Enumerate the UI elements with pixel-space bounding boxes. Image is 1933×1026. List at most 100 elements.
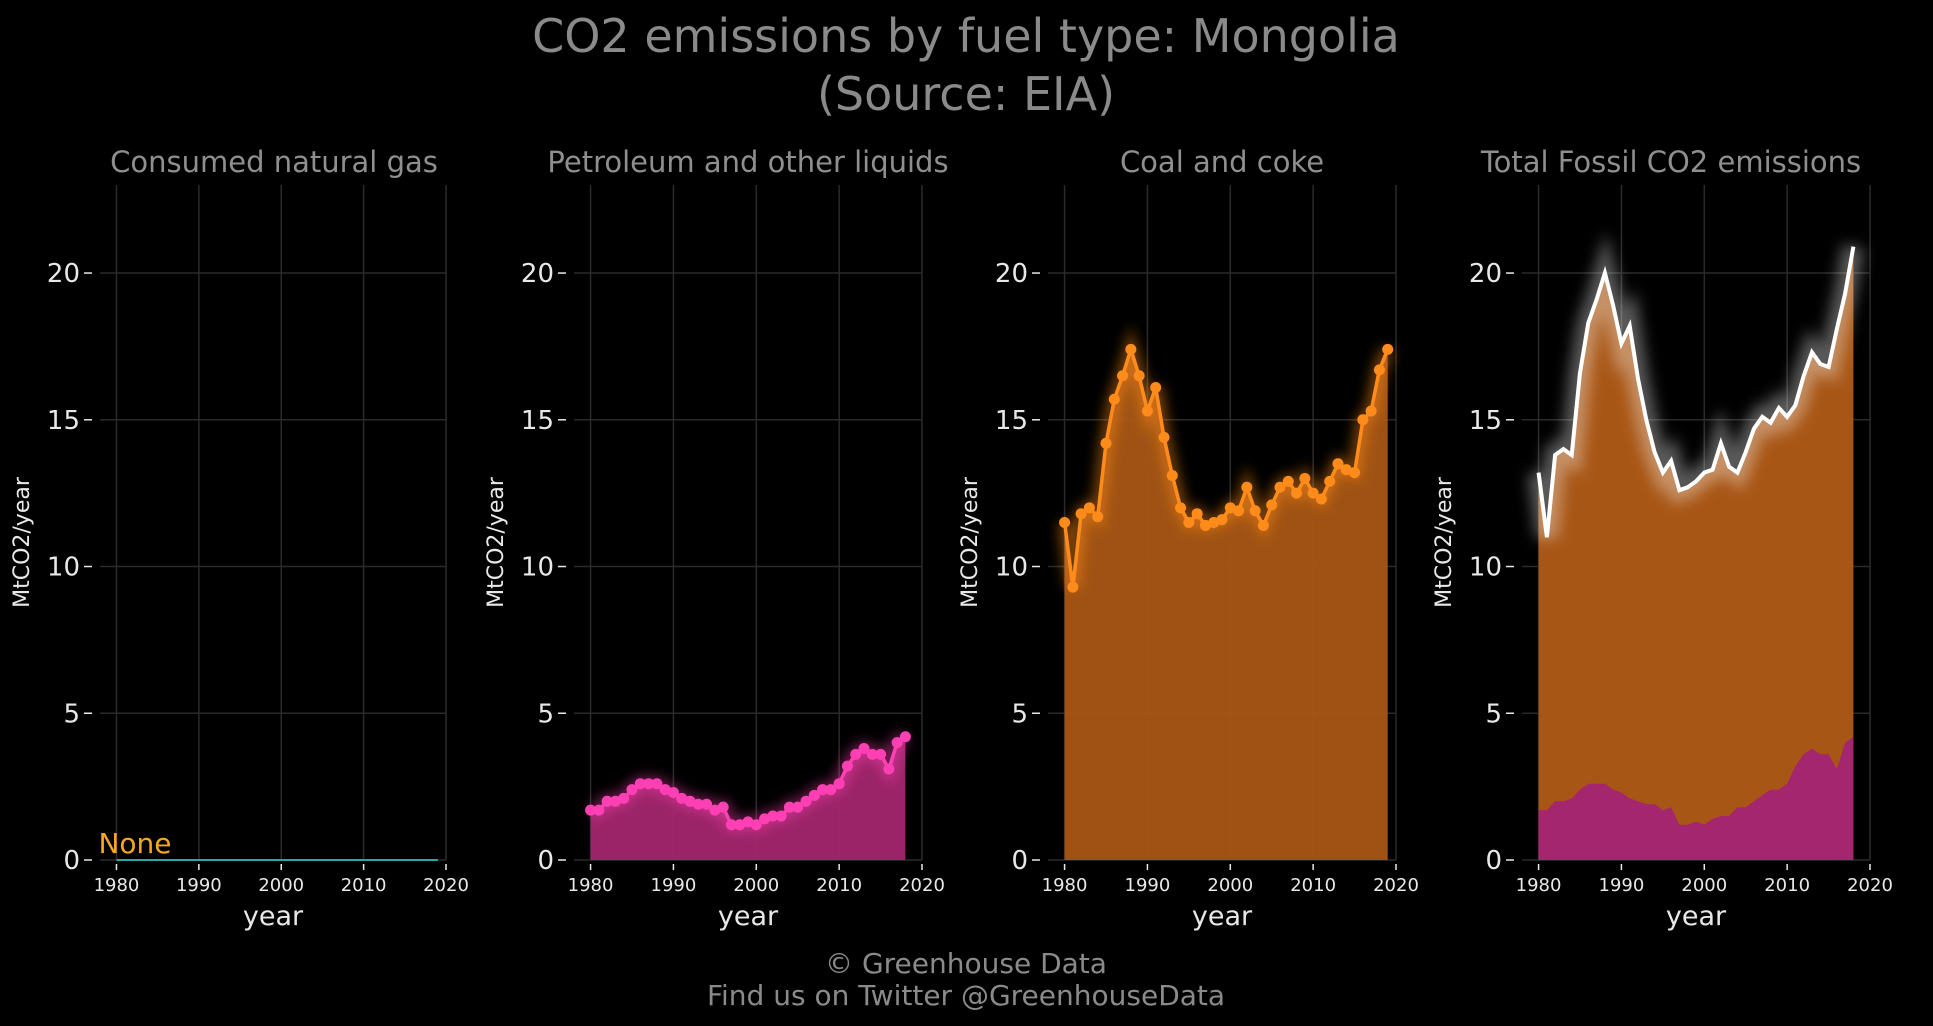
x-tick-label: 2010 bbox=[816, 875, 862, 896]
petroleum-point bbox=[585, 804, 597, 816]
coal-point bbox=[1324, 475, 1336, 487]
y-tick-label: 0 bbox=[1011, 846, 1028, 876]
coal-point bbox=[1340, 464, 1352, 476]
chart-title-line1: CO2 emissions by fuel type: Mongolia bbox=[532, 9, 1400, 63]
coal-point bbox=[1373, 364, 1385, 376]
x-tick-label: 2000 bbox=[1681, 875, 1727, 896]
petroleum-point bbox=[684, 795, 696, 807]
y-axis-label: MtCO2/year bbox=[484, 476, 509, 608]
petroleum-point bbox=[692, 798, 704, 810]
coal-point bbox=[1257, 519, 1269, 531]
petroleum-point bbox=[626, 784, 638, 796]
x-tick-label: 2000 bbox=[258, 875, 304, 896]
x-tick-label: 1980 bbox=[1516, 875, 1562, 896]
petroleum-point bbox=[651, 778, 663, 790]
y-tick-label: 10 bbox=[521, 553, 554, 583]
y-tick-label: 5 bbox=[1485, 699, 1502, 729]
petroleum-point bbox=[875, 748, 887, 760]
coal-point bbox=[1175, 502, 1187, 514]
panel-title: Total Fossil CO2 emissions bbox=[1480, 145, 1861, 179]
petroleum-point bbox=[750, 819, 762, 831]
coal-area bbox=[1064, 349, 1388, 860]
petroleum-point bbox=[833, 778, 845, 790]
coal-point bbox=[1108, 393, 1120, 405]
coal-point bbox=[1266, 499, 1278, 511]
coal-point bbox=[1092, 511, 1104, 523]
petroleum-point bbox=[866, 748, 878, 760]
coal-point bbox=[1067, 581, 1079, 593]
petroleum-point bbox=[709, 804, 721, 816]
y-tick-label: 10 bbox=[1469, 553, 1502, 583]
y-tick-label: 0 bbox=[63, 846, 80, 876]
petroleum-point bbox=[858, 742, 870, 754]
x-tick-label: 2020 bbox=[899, 875, 945, 896]
x-tick-label: 1980 bbox=[94, 875, 140, 896]
coal-point bbox=[1315, 493, 1327, 505]
x-tick-label: 1980 bbox=[568, 875, 614, 896]
x-axis-label: year bbox=[1666, 901, 1727, 932]
coal-point bbox=[1083, 502, 1095, 514]
y-tick-label: 10 bbox=[995, 553, 1028, 583]
petroleum-point bbox=[593, 804, 605, 816]
petroleum-point bbox=[742, 816, 754, 828]
x-tick-label: 1990 bbox=[1599, 875, 1645, 896]
y-tick-label: 20 bbox=[995, 259, 1028, 289]
none-annotation: None bbox=[98, 827, 171, 860]
coal-point bbox=[1382, 343, 1394, 355]
coal-point bbox=[1216, 514, 1228, 526]
petroleum-point bbox=[634, 778, 646, 790]
petroleum-point bbox=[734, 819, 746, 831]
x-axis-label: year bbox=[243, 901, 304, 932]
petroleum-area bbox=[590, 736, 906, 860]
coal-point bbox=[1075, 508, 1087, 520]
petroleum-point bbox=[883, 763, 895, 775]
total-coal-stack-area bbox=[1538, 246, 1854, 861]
coal-point bbox=[1166, 470, 1178, 482]
y-tick-label: 20 bbox=[1469, 259, 1502, 289]
y-tick-label: 15 bbox=[995, 406, 1028, 436]
total-petroleum-stack-area bbox=[1538, 736, 1854, 860]
chart-title-line2: (Source: EIA) bbox=[817, 67, 1115, 121]
coal-point bbox=[1208, 517, 1220, 528]
credit-line2: Find us on Twitter @GreenhouseData bbox=[707, 979, 1225, 1012]
coal-point bbox=[1357, 414, 1369, 426]
petroleum-point bbox=[850, 748, 862, 760]
x-tick-label: 1990 bbox=[651, 875, 697, 896]
coal-point bbox=[1249, 505, 1261, 517]
panel-3: Coal and coke 0 5 10 15 20 1980 1990 2000 2010 202… bbox=[958, 145, 1419, 932]
petroleum-point bbox=[825, 784, 837, 796]
x-tick-label: 2010 bbox=[1764, 875, 1810, 896]
coal-point bbox=[1299, 472, 1311, 484]
petroleum-point bbox=[676, 792, 688, 804]
petroleum-point bbox=[609, 795, 621, 807]
y-tick-label: 15 bbox=[1469, 406, 1502, 436]
coal-point bbox=[1199, 519, 1211, 531]
petroleum-point bbox=[643, 778, 655, 790]
panel-1: Consumed natural gas 0 5 10 15 20 1980 1990 2000… bbox=[10, 145, 469, 932]
y-axis-label: MtCO2/year bbox=[10, 476, 35, 608]
coal-point bbox=[1349, 467, 1361, 479]
coal-point bbox=[1274, 481, 1286, 493]
y-axis-label: MtCO2/year bbox=[958, 476, 983, 608]
coal-point bbox=[1183, 517, 1195, 528]
y-tick-label: 0 bbox=[537, 846, 554, 876]
y-tick-label: 10 bbox=[47, 553, 80, 583]
coal-point bbox=[1365, 405, 1377, 417]
x-tick-label: 1990 bbox=[176, 875, 222, 896]
petroleum-point bbox=[792, 801, 804, 813]
y-axis-label: MtCO2/year bbox=[1432, 476, 1457, 608]
coal-point bbox=[1100, 437, 1112, 449]
x-axis-label: year bbox=[718, 901, 779, 932]
total-line bbox=[1536, 246, 1856, 538]
x-tick-label: 2000 bbox=[733, 875, 779, 896]
x-tick-label: 2010 bbox=[341, 875, 387, 896]
coal-point bbox=[1307, 487, 1319, 499]
petroleum-point bbox=[808, 789, 820, 801]
petroleum-point bbox=[725, 819, 737, 831]
coal-point bbox=[1332, 458, 1344, 470]
x-tick-label: 1980 bbox=[1042, 875, 1088, 896]
petroleum-point bbox=[701, 798, 713, 810]
coal-line bbox=[1062, 343, 1390, 588]
x-axis-label: year bbox=[1192, 901, 1253, 932]
